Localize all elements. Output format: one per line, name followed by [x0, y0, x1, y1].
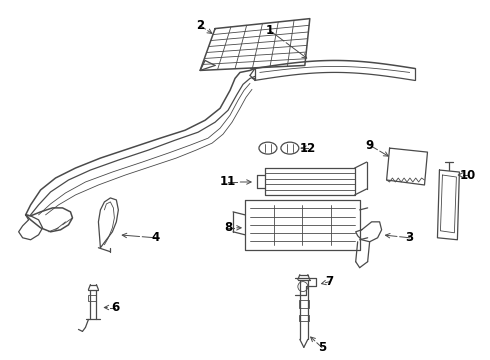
Text: 1: 1: [266, 24, 274, 37]
Text: 4: 4: [151, 231, 159, 244]
Text: 3: 3: [405, 231, 414, 244]
Text: 8: 8: [224, 221, 232, 234]
Text: 2: 2: [196, 19, 204, 32]
Text: 6: 6: [111, 301, 120, 314]
Text: 7: 7: [326, 275, 334, 288]
Text: 10: 10: [459, 168, 475, 181]
Bar: [299, 300, 309, 307]
Text: 9: 9: [366, 139, 374, 152]
Text: 5: 5: [318, 341, 326, 354]
Text: 12: 12: [300, 141, 316, 155]
Bar: [89, 294, 97, 301]
Text: 11: 11: [220, 175, 236, 189]
Bar: [299, 315, 309, 321]
